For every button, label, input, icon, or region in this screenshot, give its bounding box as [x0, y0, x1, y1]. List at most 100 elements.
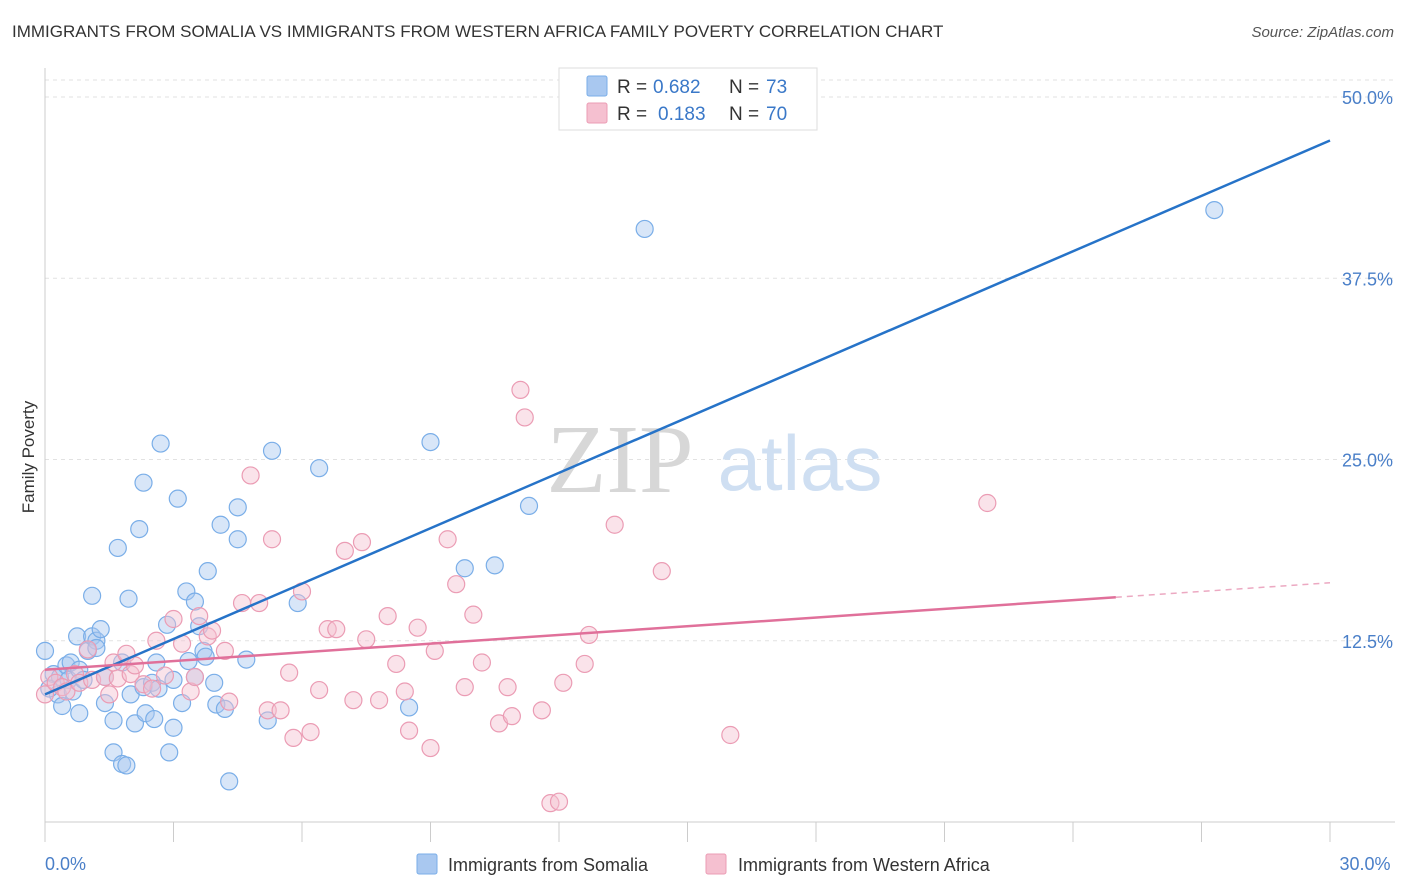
point-western-africa-48 — [387, 654, 406, 674]
point-somalia-4 — [53, 696, 72, 716]
point-somalia-61 — [258, 711, 277, 730]
point-western-africa-56 — [455, 678, 474, 697]
point-western-africa-71 — [652, 562, 671, 581]
source-label: Source: ZipAtlas.com — [1251, 24, 1394, 41]
point-western-africa-27 — [215, 641, 234, 661]
point-western-africa-28 — [220, 692, 239, 711]
point-somalia-20 — [95, 693, 115, 713]
point-somalia-69 — [519, 496, 539, 515]
point-somalia-58 — [228, 498, 247, 517]
point-somalia-11 — [70, 704, 89, 723]
trend-line-dashed-western-africa — [1115, 582, 1331, 598]
point-western-africa-36 — [284, 728, 303, 748]
point-western-africa-63 — [515, 408, 534, 427]
chart-title: IMMIGRANTS FROM SOMALIA VS IMMIGRANTS FR… — [12, 22, 944, 41]
point-western-africa-16 — [134, 675, 153, 694]
point-somalia-23 — [108, 538, 127, 558]
point-western-africa-61 — [502, 707, 521, 726]
legend-swatch-somalia — [416, 853, 438, 875]
stats-n-value-western-africa: 70 — [766, 104, 787, 125]
series-legend: Immigrants from Somalia Immigrants from … — [416, 853, 991, 875]
point-western-africa-67 — [554, 673, 573, 692]
point-western-africa-22 — [181, 682, 200, 701]
point-somalia-15 — [83, 586, 102, 605]
point-western-africa-62 — [511, 380, 530, 399]
point-somalia-64 — [310, 459, 329, 478]
stats-legend: R = 0.682 N = 73 R = 0.183 N = 70 — [558, 67, 818, 131]
point-western-africa-51 — [408, 618, 427, 637]
stats-n-label-western-africa: N = — [729, 104, 759, 125]
point-somalia-26 — [117, 756, 136, 775]
point-western-africa-17 — [142, 679, 162, 698]
y-axis-label: Family Poverty — [19, 400, 38, 513]
stats-swatch-western-africa — [586, 102, 608, 124]
point-somalia-59 — [228, 530, 247, 549]
point-western-africa-49 — [395, 682, 414, 701]
point-somalia-57 — [220, 772, 239, 791]
point-somalia-71 — [1205, 201, 1224, 220]
legend-swatch-western-africa — [705, 853, 727, 875]
point-western-africa-69 — [579, 625, 599, 645]
watermark-atlas: atlas — [718, 419, 883, 507]
point-somalia-32 — [134, 473, 153, 492]
point-western-africa-23 — [185, 667, 205, 687]
point-somalia-35 — [145, 709, 164, 729]
point-western-africa-73 — [978, 493, 997, 513]
point-western-africa-39 — [310, 680, 329, 700]
point-somalia-70 — [635, 219, 654, 239]
point-somalia-65 — [399, 698, 419, 717]
stats-n-value-somalia: 73 — [766, 77, 787, 98]
point-western-africa-43 — [344, 691, 363, 710]
point-western-africa-50 — [399, 721, 419, 740]
point-somalia-52 — [198, 562, 217, 581]
point-somalia-60 — [237, 650, 256, 669]
point-western-africa-19 — [155, 666, 175, 685]
point-western-africa-41 — [327, 620, 346, 639]
point-western-africa-47 — [378, 606, 397, 626]
point-western-africa-34 — [271, 701, 290, 720]
point-western-africa-54 — [438, 530, 457, 549]
trend-lines — [44, 139, 1331, 696]
point-western-africa-72 — [721, 725, 740, 745]
point-western-africa-38 — [301, 722, 320, 742]
stats-r-value-somalia: 0.682 — [653, 77, 701, 98]
point-western-africa-70 — [605, 515, 624, 534]
y-tick-label-2: 37.5% — [1342, 269, 1393, 289]
x-tick-label-1: 30.0% — [1339, 854, 1390, 874]
legend-label-somalia: Immigrants from Somalia — [448, 855, 649, 875]
watermark-zip: ZIP — [547, 406, 694, 514]
y-tick-label-3: 50.0% — [1342, 88, 1393, 108]
trend-line-western-africa — [44, 596, 1116, 671]
point-somalia-41 — [164, 670, 183, 690]
grid-lines — [45, 79, 1395, 642]
point-somalia-68 — [485, 556, 504, 575]
axes — [44, 68, 1395, 842]
point-western-africa-20 — [164, 609, 183, 629]
point-western-africa-68 — [575, 654, 594, 674]
point-somalia-63 — [288, 593, 307, 613]
point-somalia-43 — [168, 489, 187, 508]
point-western-africa-44 — [352, 533, 372, 552]
point-western-africa-45 — [357, 630, 376, 649]
y-tick-label-1: 25.0% — [1342, 451, 1393, 471]
point-somalia-38 — [151, 434, 170, 453]
point-western-africa-57 — [464, 605, 483, 624]
stats-r-label-somalia: R = — [617, 77, 647, 98]
y-tick-label-0: 12.5% — [1342, 632, 1393, 652]
point-western-africa-30 — [241, 466, 260, 485]
stats-n-label-somalia: N = — [729, 77, 759, 98]
point-western-africa-10 — [100, 685, 119, 704]
point-somalia-66 — [421, 433, 440, 452]
point-western-africa-52 — [421, 738, 440, 758]
point-somalia-40 — [160, 743, 179, 762]
point-western-africa-55 — [447, 575, 466, 594]
stats-r-label-western-africa: R = — [617, 104, 647, 125]
point-somalia-47 — [185, 592, 205, 611]
point-western-africa-60 — [498, 678, 517, 697]
point-somalia-30 — [130, 519, 149, 539]
point-western-africa-58 — [472, 653, 491, 672]
point-western-africa-64 — [532, 701, 551, 720]
point-western-africa-7 — [78, 640, 97, 659]
point-somalia-55 — [211, 515, 230, 534]
point-western-africa-66 — [549, 792, 569, 811]
